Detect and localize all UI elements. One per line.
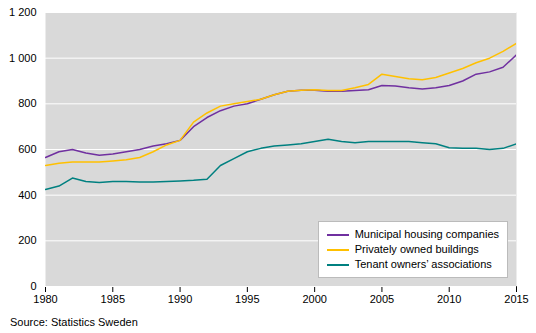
svg-text:400: 400 — [18, 189, 36, 201]
svg-text:2015: 2015 — [504, 293, 528, 305]
svg-text:1 000: 1 000 — [9, 52, 37, 64]
svg-text:200: 200 — [18, 234, 36, 246]
svg-text:2010: 2010 — [437, 293, 461, 305]
html-text:Privately owned buildings: Privately owned buildings — [354, 243, 479, 255]
svg-text:0: 0 — [30, 280, 36, 292]
svg-text:800: 800 — [18, 97, 36, 109]
svg-text:1 200: 1 200 — [9, 6, 37, 18]
svg-text:2005: 2005 — [370, 293, 394, 305]
svg-text:1995: 1995 — [235, 293, 259, 305]
svg-text:1990: 1990 — [168, 293, 192, 305]
svg-text:600: 600 — [18, 143, 36, 155]
svg-text:1985: 1985 — [101, 293, 125, 305]
html-text:Source: Statistics Sweden: Source: Statistics Sweden — [10, 316, 138, 328]
svg-text:1980: 1980 — [33, 293, 57, 305]
svg-text:2000: 2000 — [302, 293, 326, 305]
html-text:Tenant owners’ associations: Tenant owners’ associations — [354, 258, 492, 270]
html-text:Municipal housing companies: Municipal housing companies — [354, 228, 499, 240]
